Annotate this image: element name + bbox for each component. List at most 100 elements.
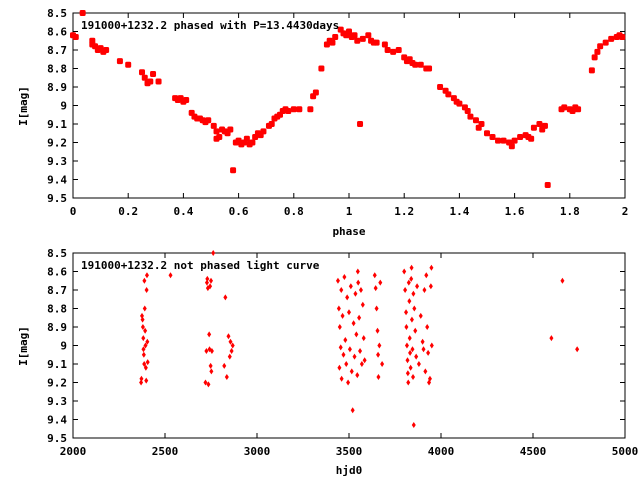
unphased-plot-data-point [222,362,227,369]
unphased-plot-data-point [140,316,145,323]
unphased-plot-data-point [424,272,429,279]
phased-plot-data-point [608,35,615,42]
phased-plot-data-point [467,113,474,120]
phased-plot-data-point [489,133,496,140]
phased-plot-data-point [588,67,595,74]
unphased-plot-data-point [207,331,212,338]
phased-plot-x-tick-label: 0 [70,205,77,218]
phased-plot-data-point [464,108,471,115]
unphased-plot-data-point [358,348,363,355]
phased-plot-data-point [373,39,380,46]
unphased-plot-data-point [404,324,409,330]
unphased-plot-data-point [346,379,351,386]
unphased-plot-data-point [343,336,348,343]
unphased-plot-y-tick-label: 9.5 [47,432,67,445]
phased-plot-data-point [285,108,292,115]
unphased-plot-data-point [409,275,414,282]
phased-plot-y-tick-label: 9.3 [47,155,67,168]
unphased-plot-data-point [414,353,419,360]
unphased-plot-data-point [407,335,412,342]
unphased-plot-data-point [411,422,416,429]
phased-plot-data-point [417,61,424,68]
unphased-plot-data-point [226,333,231,340]
unphased-plot-y-axis-label: I[mag] [17,326,30,366]
unphased-plot-data-point [405,357,410,364]
unphased-plot-data-point [140,324,145,330]
unphased-plot-data-point [378,279,383,286]
unphased-plot-data-point [141,346,146,353]
unphased-plot-data-point [410,346,415,353]
unphased-plot-data-point [228,338,233,345]
unphased-plot-data-point [340,312,345,319]
unphased-plot-data-point [145,338,150,345]
unphased-plot-data-point [211,250,216,256]
unphased-plot-data-point [407,298,412,305]
unphased-plot-y-tick-label: 9.2 [47,377,67,390]
unphased-plot-y-tick-label: 8.6 [47,266,67,279]
unphased-plot-data-point [142,361,147,367]
unphased-plot-data-point [352,353,357,360]
unphased-plot-y-tick-label: 9 [60,340,67,353]
unphased-plot-x-tick-label: 4000 [428,445,455,458]
unphased-plot-data-point [209,368,214,375]
phased-plot-x-tick-label: 1.2 [394,205,414,218]
phased-plot-data-point [591,54,598,61]
unphased-plot-data-point [560,277,565,284]
phased-plot-data-point [213,128,220,135]
unphased-plot-data-point [418,312,423,319]
unphased-plot-data-point [337,364,342,371]
unphased-plot-data-point [144,377,149,384]
phased-plot-y-tick-label: 9 [60,100,67,113]
unphased-plot-ticks: 2000 2500 3000 3500 4000 4500 5000 8.5 8.6 8.7 8.8… [47,247,638,458]
phased-plot-data-point [495,137,502,144]
unphased-plot-data-point [356,279,361,286]
phased-plot-data-point [307,106,314,113]
unphased-plot-data-point [362,357,367,364]
unphased-plot-data-point [408,364,413,371]
unphased-plot-panel: 2000 2500 3000 3500 4000 4500 5000 8.5 8.6 8.7 8.8… [17,247,638,477]
unphased-plot-title: 191000+1232.2 not phased light curve [81,259,320,272]
unphased-plot-data-point [404,309,409,316]
unphased-plot-x-tick-label: 3000 [244,445,271,458]
phased-plot-data-point [357,121,364,127]
unphased-plot-data-point [355,372,360,379]
unphased-plot-data-point [336,305,341,312]
unphased-plot-data-point [360,301,365,308]
phased-plot-data-point [437,84,444,90]
unphased-plot-data-point [420,338,425,345]
unphased-plot-data-point [425,324,430,330]
unphased-plot-data-point [143,342,148,349]
unphased-plot-data-point [208,283,213,290]
unphased-plot-data-point [338,344,343,351]
unphased-plot-data-point [411,290,416,297]
unphased-plot-data-point [347,346,352,353]
unphased-plot-x-tick-label: 5000 [612,445,639,458]
unphased-plot-points [139,250,580,429]
unphased-plot-data-point [351,320,356,327]
phased-plot-data-point [530,124,537,131]
phased-plot-y-axis-label: I[mag] [17,86,30,126]
phased-plot-data-point [575,106,582,113]
phased-plot-frame [72,12,626,199]
unphased-plot-data-point [143,327,148,334]
phased-plot-data-point [210,122,217,129]
unphased-plot-x-tick-label: 4500 [520,445,547,458]
unphased-plot-data-point [429,342,434,349]
phased-plot-x-tick-label: 0.4 [173,205,193,218]
unphased-plot-x-tick-label: 2500 [152,445,179,458]
phased-plot-data-point [230,167,237,174]
unphased-plot-data-point [361,335,366,342]
phased-plot-data-point [227,126,234,133]
unphased-plot-data-point [549,335,554,342]
phased-plot-x-tick-label: 0.8 [284,205,304,218]
phased-plot-data-point [517,133,524,140]
unphased-plot-y-tick-label: 8.9 [47,321,67,334]
unphased-plot-data-point [139,375,144,382]
phased-plot-data-point [528,135,535,142]
phased-plot-y-tick-label: 8.9 [47,81,67,94]
unphased-plot-data-point [209,277,213,284]
unphased-plot-data-point [203,379,208,386]
phased-plot-data-point [116,58,123,65]
unphased-plot-data-point [227,353,232,360]
phased-plot-x-axis-label: phase [332,225,365,238]
